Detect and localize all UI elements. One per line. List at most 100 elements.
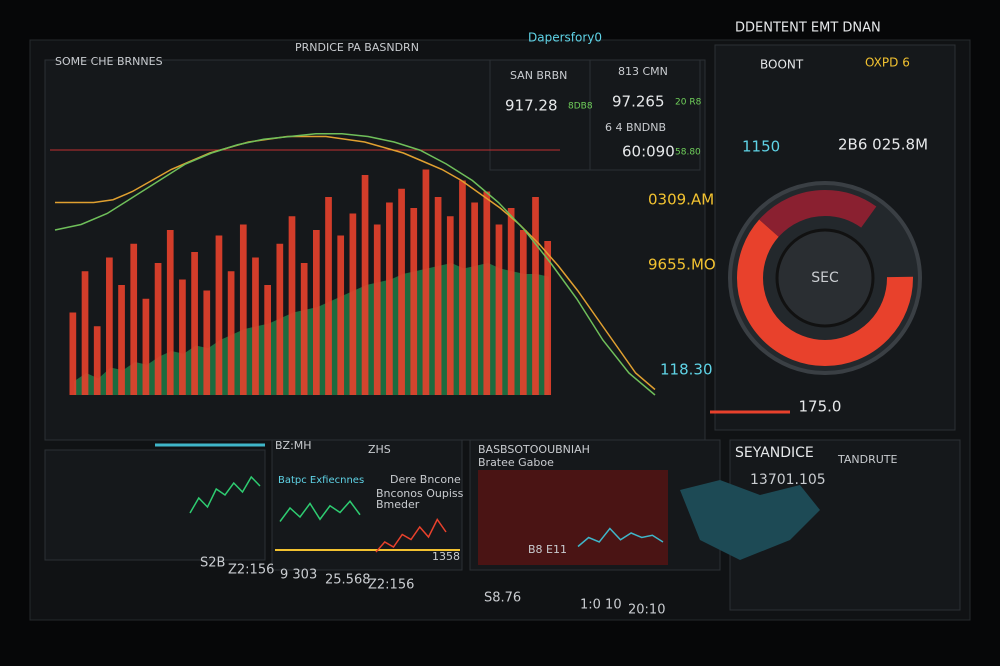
bar [81,271,89,395]
bar [471,202,478,395]
panel-sub: Bmeder [376,498,420,511]
bar [239,224,247,395]
stat-label: SAN BRBN [510,69,567,82]
gauge-center [775,228,875,328]
line [55,135,656,391]
bar [544,241,552,395]
side-value: 9655.MO [648,256,716,274]
panel-value: B8 E11 [528,543,567,556]
gauge-left: 1150 [742,138,780,156]
bar [142,298,150,395]
gauge [728,181,922,375]
bar [410,208,418,395]
bar [203,290,211,395]
stat-change: 20 R8 [675,98,702,108]
stat-value: 97.265 [612,93,665,111]
bar [325,197,332,395]
map-area [478,470,668,565]
bar [532,197,539,395]
bar [215,235,223,395]
panel-title: SEYANDICE [735,445,814,461]
bottom-panel [271,439,463,571]
bar [337,235,345,395]
stat-value: 917.28 [505,97,558,115]
header-left: SOME CHE BRNNES [55,55,163,68]
panel-value: Z2:156 [228,563,274,578]
bar [252,257,259,395]
header-title: PRNDICE PA BASNDRN [295,41,419,54]
panel-title: BASBSOTOOUBNIAH [478,443,590,456]
panel-value: 9 303 [280,568,317,583]
bar [459,180,466,395]
bar [264,285,271,395]
panel-value: 25.568 [325,573,371,588]
stat-value: 60:090 [622,143,675,161]
gauge-arc [737,190,913,366]
stat-label: 813 CMN [618,65,668,78]
bar [361,175,369,395]
panel-sub: Dere Bncone [390,473,461,486]
bar [154,263,162,395]
bar [313,230,320,395]
bar [106,257,113,395]
panel-value: 1:0 10 [580,598,622,613]
stat-change: 8DB8 [568,102,593,112]
side-value: 118.30 [660,361,713,379]
bar [130,243,138,395]
map-shape [680,480,820,560]
gauge-title-right: OXPD 6 [865,56,910,70]
header-right: DDENTENT EMT DNAN [735,21,881,36]
gauge-arc [737,190,913,366]
gauge-title: BOONT [760,58,804,72]
panel-title: TANDRUTE [837,453,898,466]
panel-sub: Bnconos Oupiss [376,487,464,500]
bar [434,197,442,395]
bar [227,271,235,395]
panel-value: S8.76 [484,591,521,606]
bar [288,216,296,395]
stat-label: 6 4 BNDNB [605,121,666,134]
bar [483,191,491,395]
bar [446,216,454,395]
bar [191,252,198,395]
bar [422,169,430,395]
panel-value: 1358 [432,550,460,563]
panel-value: S2B [200,556,225,571]
bar [179,279,186,395]
bar [349,213,357,395]
bar [519,230,527,395]
bar [300,263,308,395]
bar [495,224,503,395]
stat-box [489,59,591,171]
gauge-center-label: SEC [811,270,839,286]
panel-value: 13701.105 [750,472,826,488]
bar [398,188,405,395]
mini-line [189,475,261,514]
stat-box [589,59,701,171]
panel-tag: ZHS [368,443,391,456]
bar [118,285,125,395]
bar [69,312,77,395]
bar [386,202,393,395]
side-value: 0309.AM [648,191,714,209]
bar [276,243,284,395]
gauge-right: 2B6 025.8M [838,136,928,154]
panel-title: Batpc Exfiecnnes [278,475,364,486]
panel-sub: Bratee Gaboe [478,456,554,469]
mini-line [577,527,664,548]
gauge-value: 175.0 [799,398,842,416]
panel-value: 20:10 [628,603,665,618]
panel-title: BZ:MH [275,439,312,452]
mini-line [279,500,361,522]
bottom-panel [44,449,266,561]
bar [166,230,174,395]
bar [507,208,515,395]
header-subtitle: Dapersfory0 [528,31,602,45]
line [54,133,656,396]
panel-value: Z2:156 [368,578,414,593]
stat-change: 58.80 [675,148,701,158]
bar [373,224,381,395]
mini-line [375,518,447,553]
bar [93,326,101,395]
